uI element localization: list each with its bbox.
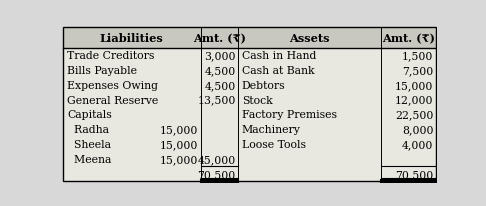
Text: 70,500: 70,500 bbox=[197, 169, 236, 179]
Text: 12,000: 12,000 bbox=[395, 95, 433, 105]
Text: 4,500: 4,500 bbox=[205, 66, 236, 76]
Text: General Reserve: General Reserve bbox=[67, 95, 158, 105]
Text: 13,500: 13,500 bbox=[197, 95, 236, 105]
Text: 22,500: 22,500 bbox=[395, 110, 433, 120]
Text: 15,000: 15,000 bbox=[160, 125, 198, 135]
Text: Bills Payable: Bills Payable bbox=[67, 66, 137, 76]
Text: 7,500: 7,500 bbox=[402, 66, 433, 76]
Text: Radha: Radha bbox=[67, 125, 109, 135]
Text: 15,000: 15,000 bbox=[395, 80, 433, 90]
Text: Loose Tools: Loose Tools bbox=[242, 139, 306, 149]
Text: Trade Creditors: Trade Creditors bbox=[67, 51, 155, 61]
Text: 8,000: 8,000 bbox=[402, 125, 433, 135]
Text: Debtors: Debtors bbox=[242, 80, 285, 90]
Bar bbox=[63, 28, 435, 49]
Text: Amt. (₹): Amt. (₹) bbox=[382, 33, 435, 44]
Text: 4,500: 4,500 bbox=[205, 80, 236, 90]
Text: Capitals: Capitals bbox=[67, 110, 112, 120]
Text: Stock: Stock bbox=[242, 95, 273, 105]
Text: 15,000: 15,000 bbox=[160, 139, 198, 149]
Text: Meena: Meena bbox=[67, 154, 111, 164]
Text: Cash in Hand: Cash in Hand bbox=[242, 51, 316, 61]
Text: 3,000: 3,000 bbox=[204, 51, 236, 61]
Text: 15,000: 15,000 bbox=[160, 154, 198, 164]
Text: Expenses Owing: Expenses Owing bbox=[67, 80, 158, 90]
Text: 70,500: 70,500 bbox=[395, 169, 433, 179]
Text: Sheela: Sheela bbox=[67, 139, 111, 149]
Text: 1,500: 1,500 bbox=[402, 51, 433, 61]
Text: Machinery: Machinery bbox=[242, 125, 300, 135]
Text: Liabilities: Liabilities bbox=[100, 33, 163, 44]
Text: Cash at Bank: Cash at Bank bbox=[242, 66, 314, 76]
Text: Amt. (₹): Amt. (₹) bbox=[193, 33, 246, 44]
Text: Assets: Assets bbox=[290, 33, 330, 44]
Text: 4,000: 4,000 bbox=[402, 139, 433, 149]
Text: 45,000: 45,000 bbox=[197, 154, 236, 164]
Text: Factory Premises: Factory Premises bbox=[242, 110, 337, 120]
